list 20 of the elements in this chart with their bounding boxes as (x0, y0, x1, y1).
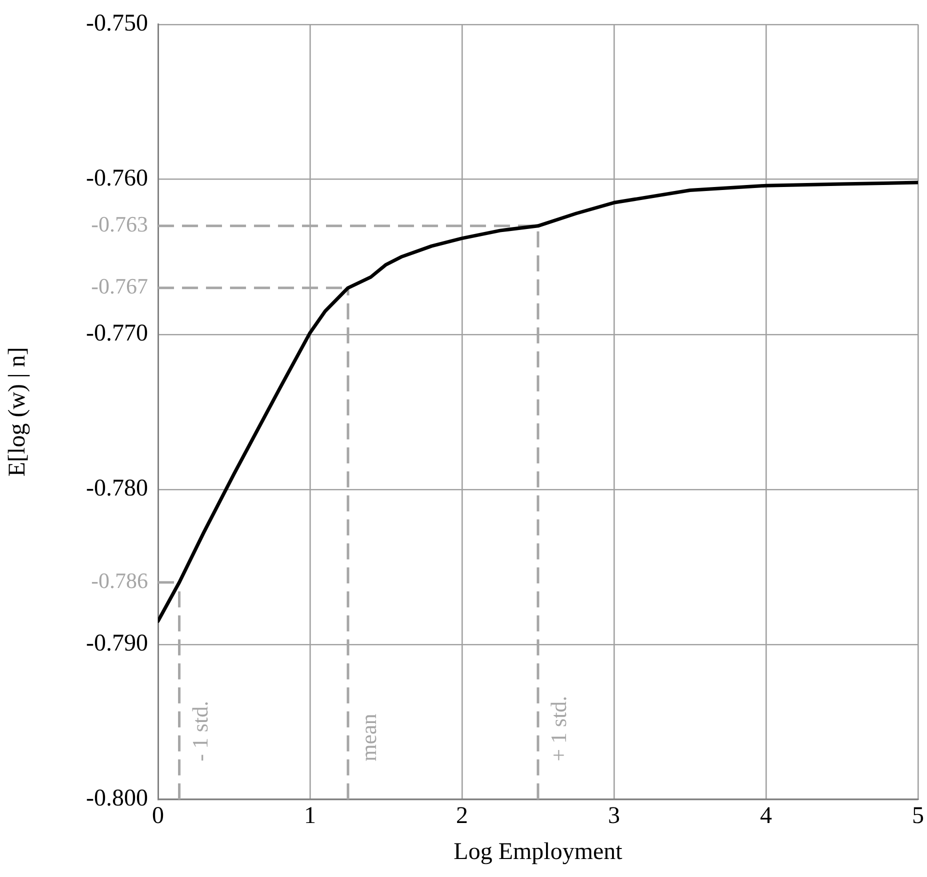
x-tick-label: 3 (608, 803, 620, 830)
y-tick-label: -0.790 (86, 630, 148, 657)
ref-line-label: -0.763 (91, 212, 148, 237)
y-tick-label: -0.780 (86, 476, 148, 502)
ref-line-label: -0.767 (91, 274, 148, 299)
y-axis-title: E[log (w) | n] (4, 347, 31, 477)
x-tick-label: 0 (152, 803, 164, 830)
ref-line-label: mean (356, 714, 381, 762)
x-tick-label: 1 (304, 803, 316, 830)
x-tick-label: 2 (456, 803, 468, 830)
ref-line-label: + 1 std. (546, 696, 571, 762)
x-tick-label: 4 (760, 803, 772, 830)
x-axis-title: Log Employment (454, 838, 623, 865)
x-tick-label: 5 (912, 803, 924, 830)
y-tick-label: -0.750 (86, 10, 148, 37)
y-tick-label: -0.800 (86, 786, 148, 812)
y-tick-label: -0.760 (86, 166, 148, 192)
ref-line-label: -0.786 (91, 568, 148, 594)
ref-line-label: - 1 std. (187, 700, 212, 762)
y-tick-label: -0.770 (86, 320, 148, 347)
